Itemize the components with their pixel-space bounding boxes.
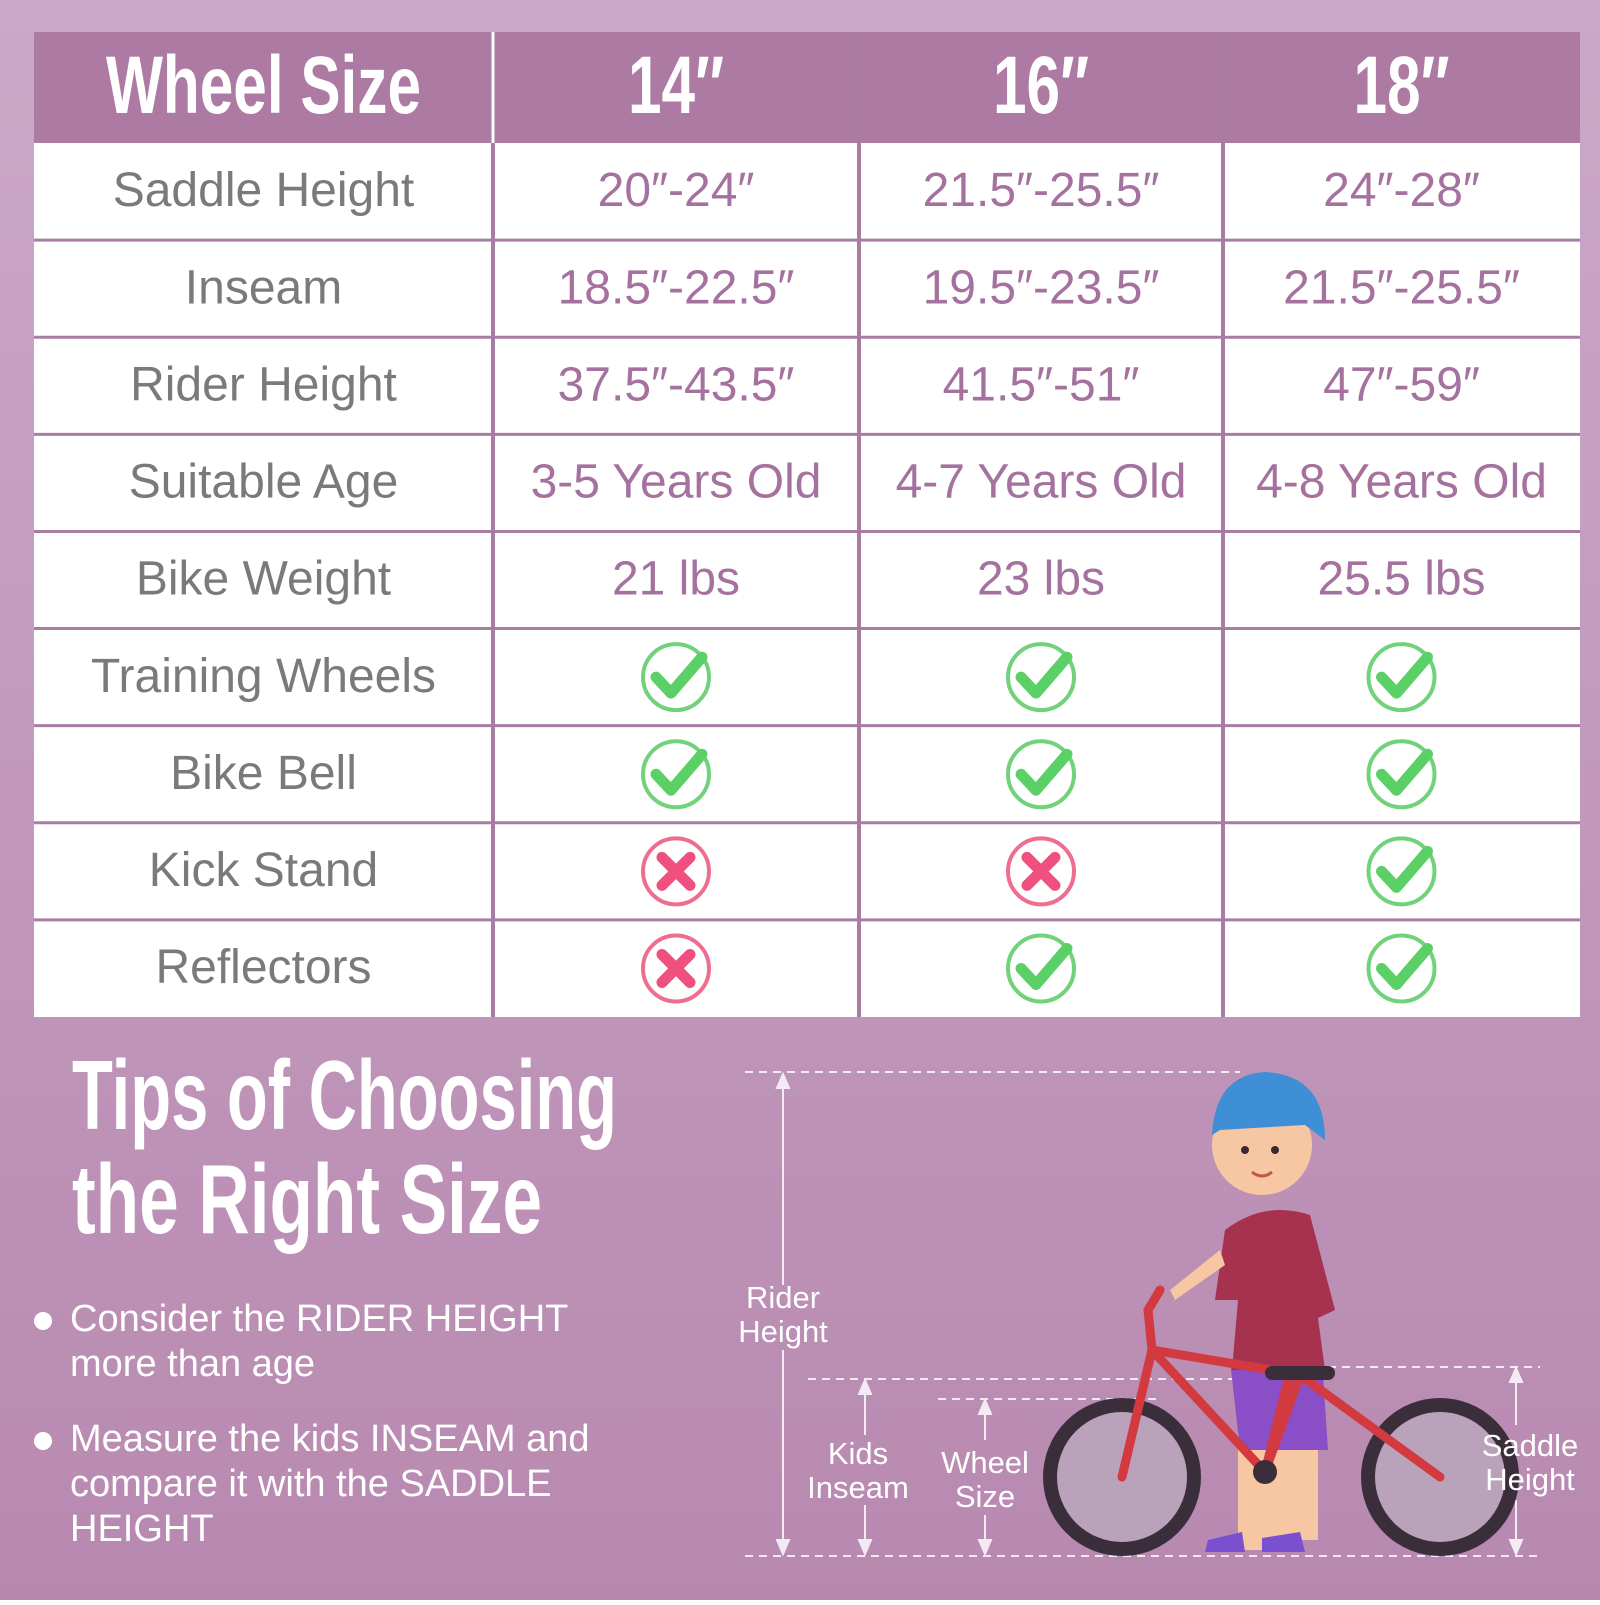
check (1376, 845, 1433, 893)
diagram-label: Height (738, 1314, 828, 1349)
check-icon (641, 642, 711, 713)
header-cell: 16″ (993, 40, 1089, 131)
diagram-label: Size (955, 1479, 1015, 1514)
check (1015, 942, 1073, 990)
row-label: Inseam (185, 261, 342, 314)
child-and-bike (1043, 1072, 1519, 1556)
cell-value: 47″-59″ (1323, 358, 1480, 411)
check (1376, 651, 1433, 699)
header-cell: Wheel Size (106, 40, 421, 131)
cross-icon (1006, 836, 1076, 907)
check-icon (1366, 836, 1437, 907)
cell-value: 21.5″-25.5″ (923, 164, 1160, 217)
row-label: Rider Height (130, 358, 397, 411)
cross (656, 948, 696, 988)
cell-value: 21.5″-25.5″ (1283, 261, 1520, 314)
cross-icon (641, 836, 711, 907)
size-table: Wheel Size 14″ 16″ 18″ Saddle Height 20″-24″ 2… (34, 32, 1580, 1017)
row-label: Bike Bell (170, 747, 357, 800)
cell-value: 37.5″-43.5″ (558, 358, 795, 411)
tips-title: the Right Size (72, 1144, 542, 1254)
check-icon (1366, 933, 1437, 1004)
diagram-label: Kids (828, 1436, 888, 1471)
cell-value: 18.5″-22.5″ (558, 261, 795, 314)
bullet-text: compare it with the SADDLE (70, 1463, 552, 1505)
row-label: Bike Weight (136, 553, 391, 606)
diagram-label: Wheel (941, 1445, 1029, 1480)
check-icon (641, 739, 711, 810)
row-label: Saddle Height (113, 164, 415, 217)
cross-icon (641, 933, 711, 1004)
arrows (775, 1071, 1524, 1557)
cell-value: 24″-28″ (1323, 164, 1480, 217)
bullet-dot (34, 1312, 52, 1330)
check (1015, 651, 1073, 699)
header-cell: 18″ (1354, 40, 1450, 131)
check (650, 748, 708, 796)
header-cell: 14″ (628, 40, 724, 131)
cross (656, 851, 696, 891)
row-label: Training Wheels (91, 650, 436, 703)
cell-value: 20″-24″ (598, 164, 755, 217)
table-body (34, 143, 1580, 1017)
cross (1021, 851, 1061, 891)
bullet-text: Measure the kids INSEAM and (70, 1418, 590, 1460)
bullet-text: HEIGHT (70, 1508, 214, 1550)
row-label: Reflectors (155, 941, 371, 994)
check (1376, 942, 1433, 990)
check (1376, 748, 1433, 796)
check (650, 651, 708, 699)
diagram-label: Inseam (807, 1470, 909, 1505)
cell-value: 25.5 lbs (1317, 553, 1485, 606)
diagram-label: Rider (746, 1280, 820, 1315)
cell-value: 23 lbs (977, 553, 1105, 606)
diagram-label: Height (1485, 1462, 1575, 1497)
header-row (34, 32, 1580, 143)
cell-value: 21 lbs (612, 553, 740, 606)
check-icon (1006, 739, 1076, 810)
cell-value: 3-5 Years Old (531, 456, 822, 509)
bullet-text: Consider the RIDER HEIGHT (70, 1298, 568, 1340)
row-label: Kick Stand (149, 844, 378, 897)
cell-value: 19.5″-23.5″ (923, 261, 1160, 314)
cell-value: 4-7 Years Old (896, 456, 1187, 509)
bullet-text: more than age (70, 1343, 315, 1385)
check-icon (1006, 933, 1076, 1004)
diagram-label: Saddle (1482, 1428, 1579, 1463)
tips-title: Tips of Choosing (72, 1040, 617, 1150)
check (1015, 748, 1073, 796)
check-icon (1006, 642, 1076, 713)
row-label: Suitable Age (129, 456, 399, 509)
cell-value: 41.5″-51″ (943, 358, 1140, 411)
check-icon (1366, 642, 1437, 713)
size-diagram: RiderHeightKidsInseamWheelSizeSaddleHeig… (738, 1071, 1579, 1557)
cell-value: 4-8 Years Old (1256, 456, 1547, 509)
check-icon (1366, 739, 1437, 810)
bullet-dot (34, 1432, 52, 1450)
